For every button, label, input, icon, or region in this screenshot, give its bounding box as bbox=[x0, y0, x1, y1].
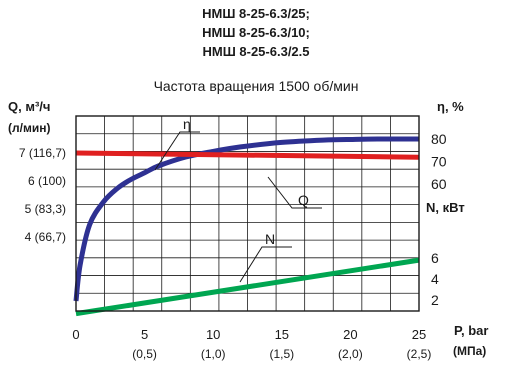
right-n-tick-label: 6 bbox=[431, 250, 439, 266]
chart-series bbox=[73, 136, 420, 317]
x-tick-sub-label: (2,0) bbox=[338, 347, 363, 361]
annotation-label-n: N bbox=[265, 231, 275, 247]
chart-annotations: η Q N bbox=[154, 116, 322, 283]
chart-title-line-2: НМШ 8-25-6.3/10; bbox=[202, 25, 310, 40]
annotation-label-eta: η bbox=[183, 116, 191, 132]
right-n-tick-label: 2 bbox=[431, 292, 439, 308]
x-axis-title-sub: (МПа) bbox=[453, 344, 487, 358]
right-eta-axis-title: η, % bbox=[437, 99, 464, 114]
chart-title-line-3: НМШ 8-25-6.3/2.5 bbox=[202, 44, 310, 59]
chart-tick-labels: 7 (116,7) 6 (100) 5 (83,3) 4 (66,7) 80 70 60 6 4… bbox=[19, 131, 447, 361]
x-tick-sub-label: (1,0) bbox=[201, 347, 226, 361]
left-tick-label: 5 (83,3) bbox=[25, 202, 66, 216]
annotation-leader-eta bbox=[154, 131, 200, 171]
chart-title-line-1: НМШ 8-25-6.3/25; bbox=[202, 6, 310, 21]
left-axis-title-sub: (л/мин) bbox=[8, 121, 51, 135]
x-tick-label: 5 bbox=[141, 327, 148, 342]
left-tick-label: 7 (116,7) bbox=[19, 146, 66, 160]
right-n-tick-label: 4 bbox=[431, 271, 439, 287]
x-tick-sub-label: (1,5) bbox=[269, 347, 294, 361]
series-line-q bbox=[75, 150, 420, 160]
x-axis-title: P, bar bbox=[454, 323, 489, 338]
plot-frame bbox=[75, 115, 420, 312]
right-eta-tick-label: 70 bbox=[431, 154, 447, 170]
left-tick-label: 4 (66,7) bbox=[25, 230, 66, 244]
series-line-eta bbox=[73, 136, 420, 302]
right-eta-tick-label: 60 bbox=[431, 176, 447, 192]
right-n-axis-title: N, кВт bbox=[426, 200, 465, 215]
x-tick-sub-label: (0,5) bbox=[132, 347, 157, 361]
x-tick-label: 0 bbox=[72, 327, 79, 342]
left-tick-label: 6 (100) bbox=[28, 174, 66, 188]
annotation-leader-n bbox=[239, 246, 292, 283]
x-tick-label: 10 bbox=[206, 327, 220, 342]
x-tick-label: 20 bbox=[343, 327, 357, 342]
annotation-label-q: Q bbox=[298, 192, 309, 208]
x-tick-label: 15 bbox=[275, 327, 289, 342]
right-eta-tick-label: 80 bbox=[431, 131, 447, 147]
x-tick-sub-label: (2,5) bbox=[407, 347, 432, 361]
left-axis-title: Q, м³/ч bbox=[8, 99, 51, 114]
annotation-leader-q bbox=[267, 176, 322, 209]
chart-subtitle: Частота вращения 1500 об/мин bbox=[153, 78, 359, 94]
series-line-n bbox=[75, 257, 420, 317]
x-tick-label: 25 bbox=[412, 327, 426, 342]
